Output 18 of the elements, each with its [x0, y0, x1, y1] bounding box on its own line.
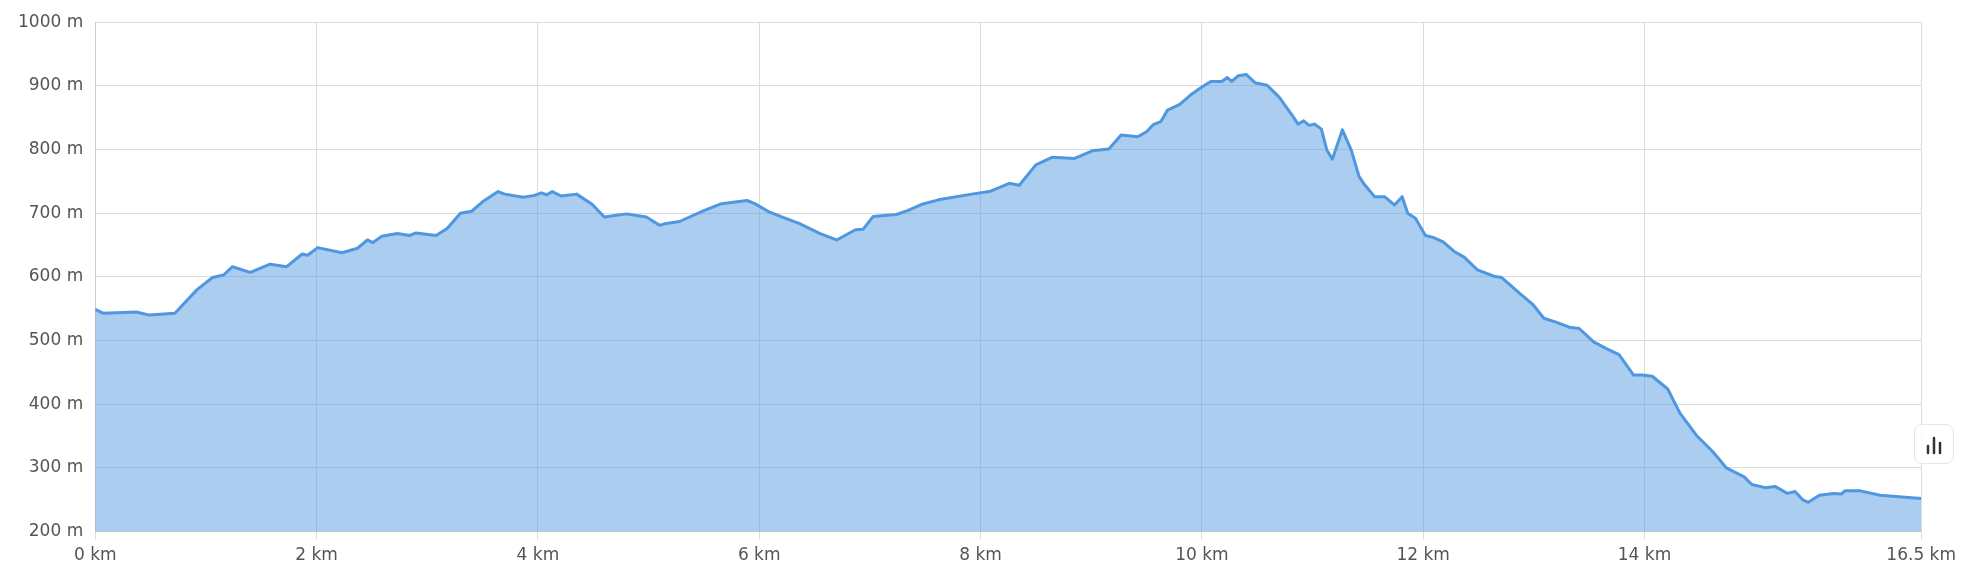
- y-tick-label: 200 m: [28, 520, 84, 541]
- x-tick-label: 8 km: [959, 544, 1002, 565]
- y-tick-label: 300 m: [28, 456, 84, 477]
- x-tick-label: 6 km: [737, 544, 781, 565]
- y-tick-label: 400 m: [28, 392, 84, 413]
- x-tick-label: 2 km: [295, 544, 338, 565]
- x-tick-label: 4 km: [516, 544, 560, 565]
- x-tick-label: 16.5 km: [1886, 544, 1957, 565]
- x-tick-label: 10 km: [1175, 544, 1229, 565]
- x-tick-label: 12 km: [1396, 544, 1450, 565]
- y-tick-label: 900 m: [28, 74, 84, 95]
- y-tick-label: 800 m: [28, 137, 84, 158]
- y-tick-label: 600 m: [28, 265, 84, 286]
- y-tick-label: 700 m: [28, 201, 84, 222]
- x-tick-label: 0 km: [73, 544, 117, 565]
- y-tick-label: 1000 m: [17, 10, 84, 31]
- x-tick-label: 14 km: [1617, 544, 1672, 565]
- y-tick-label: 500 m: [28, 329, 84, 349]
